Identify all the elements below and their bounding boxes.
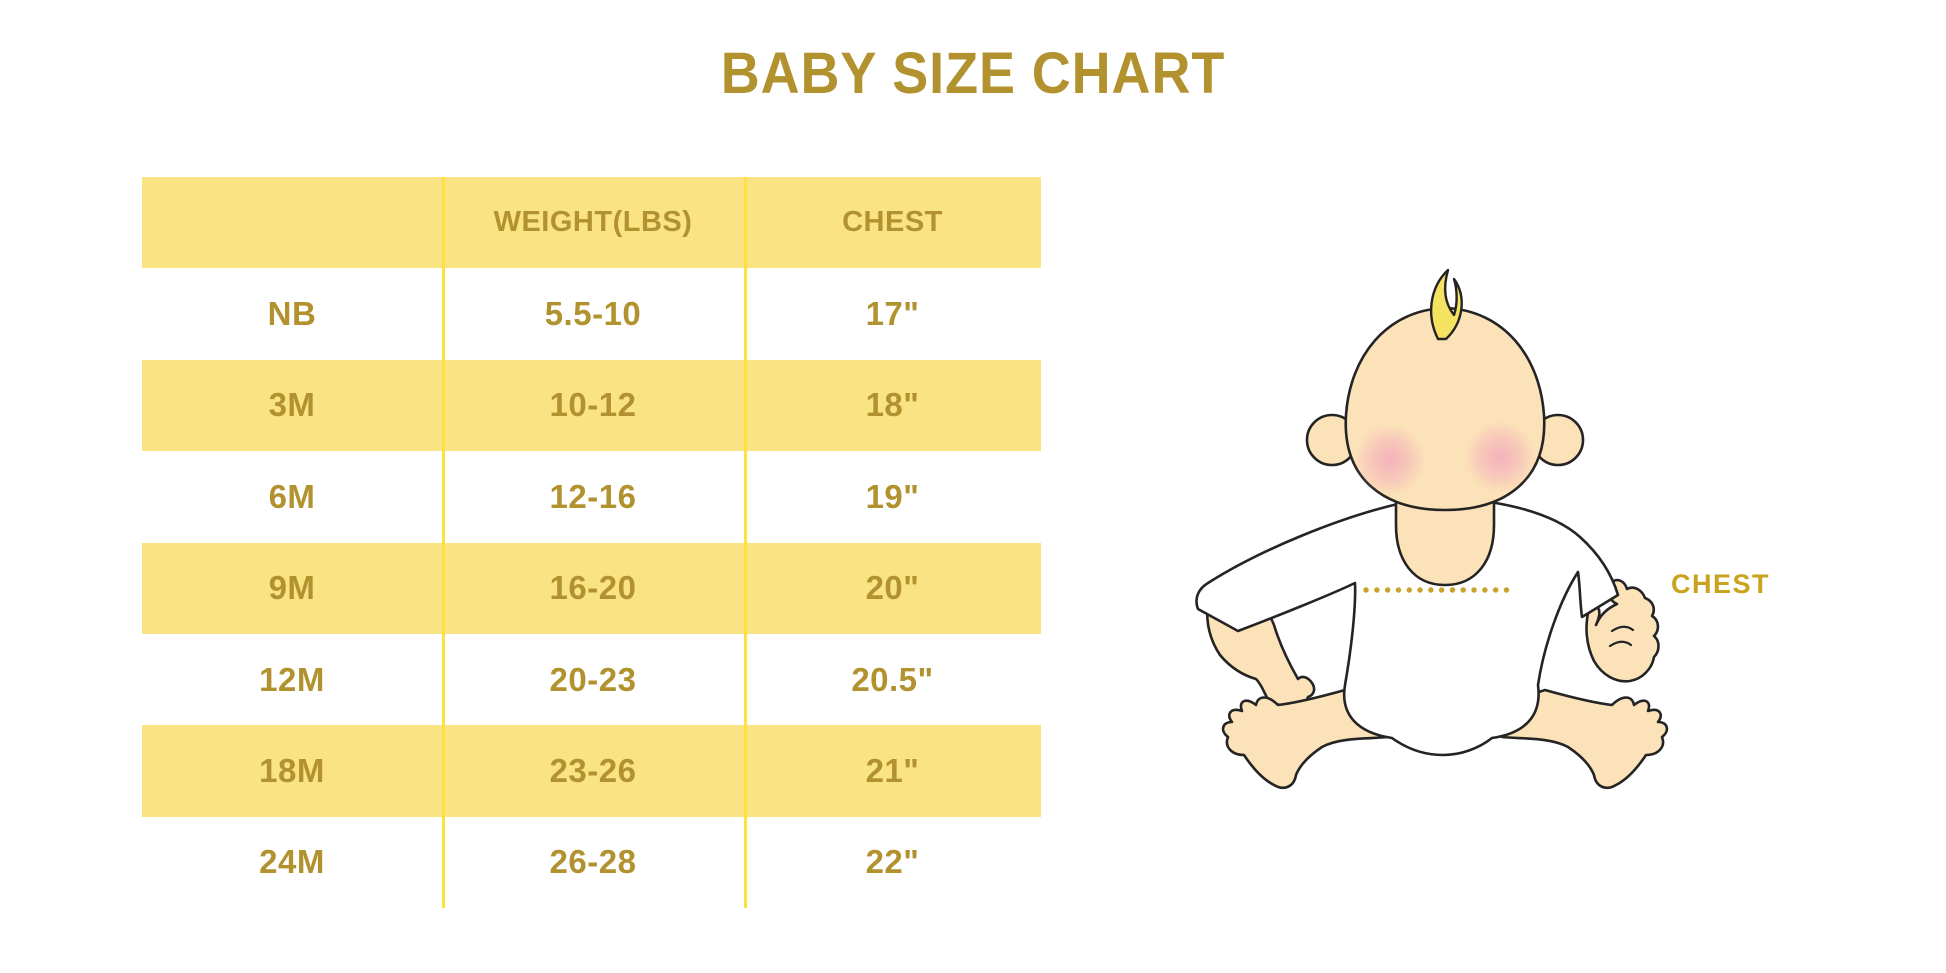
baby-right-arm-fist	[1585, 578, 1660, 683]
header-chest: CHEST	[842, 206, 943, 239]
weight-cell: 20-23	[549, 660, 637, 698]
baby-right-blush	[1464, 421, 1536, 493]
size-table: WEIGHT(LBS) CHEST NB 5.5-10 17" 3M 10-12…	[142, 177, 1041, 908]
size-cell: 9M	[268, 569, 316, 607]
baby-left-blush	[1354, 424, 1426, 496]
table-header-row: WEIGHT(LBS) CHEST	[142, 177, 1041, 269]
baby-left-leg	[1221, 688, 1390, 789]
header-weight: WEIGHT(LBS)	[493, 206, 693, 239]
baby-neck	[1394, 485, 1496, 587]
size-cell: 12M	[259, 660, 325, 698]
weight-cell: 5.5-10	[544, 295, 642, 333]
chest-cell: 20.5"	[851, 660, 934, 698]
header-size	[142, 177, 442, 268]
size-cell: 3M	[268, 386, 316, 424]
chest-cell: 20"	[865, 569, 920, 607]
chest-cell: 19"	[865, 477, 920, 515]
table-row: 24M 26-28 22"	[142, 817, 1041, 908]
weight-cell: 10-12	[549, 386, 637, 424]
baby-illustration	[1195, 268, 1669, 789]
chest-cell: 17"	[865, 295, 920, 333]
chest-cell: 22"	[865, 843, 920, 881]
column-divider	[744, 177, 747, 908]
size-cell: 6M	[268, 477, 316, 515]
table-row: 18M 23-26 21"	[142, 725, 1041, 817]
table-row: 12M 20-23 20.5"	[142, 634, 1041, 725]
chest-cell: 21"	[865, 752, 920, 790]
baby-onesie	[1195, 501, 1620, 757]
size-cell: NB	[267, 295, 317, 333]
weight-cell: 12-16	[549, 477, 637, 515]
chest-measure-label: CHEST	[1671, 569, 1771, 599]
weight-cell: 26-28	[549, 843, 637, 881]
table-row: NB 5.5-10 17"	[142, 268, 1041, 359]
size-cell: 24M	[259, 843, 325, 881]
table-row: 3M 10-12 18"	[142, 359, 1041, 452]
chest-cell: 18"	[865, 386, 920, 424]
table-row: 6M 12-16 19"	[142, 451, 1041, 542]
page-title: BABY SIZE CHART	[720, 41, 1226, 106]
column-divider	[442, 177, 445, 908]
weight-cell: 16-20	[549, 569, 637, 607]
baby-fist-finger-lines	[1608, 625, 1635, 648]
size-cell: 18M	[259, 752, 325, 790]
weight-cell: 23-26	[549, 752, 637, 790]
baby-hair-curl	[1430, 268, 1463, 341]
table-row: 9M 16-20 20"	[142, 542, 1041, 634]
baby-right-leg	[1500, 688, 1669, 789]
